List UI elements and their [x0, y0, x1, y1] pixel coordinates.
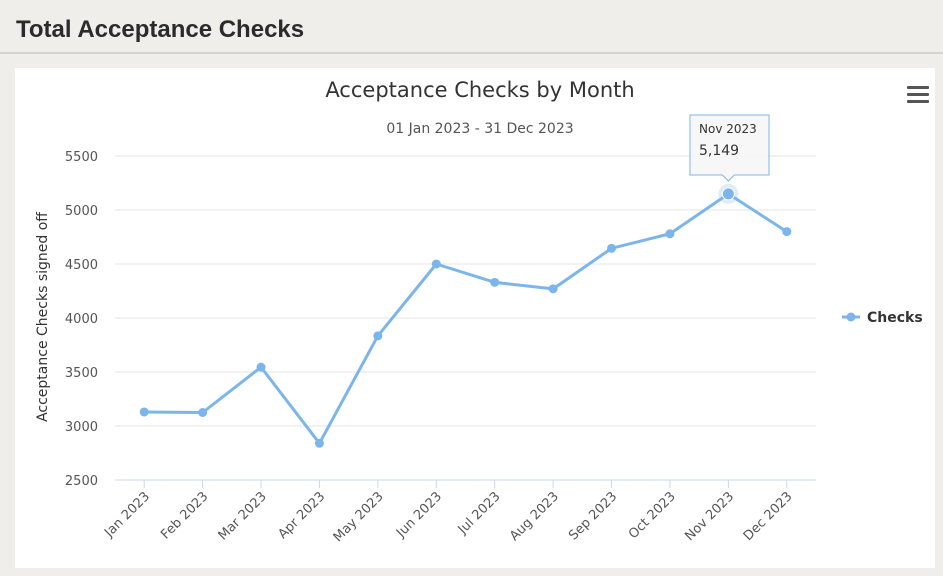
legend-marker	[846, 312, 856, 322]
chart-title: Acceptance Checks by Month	[325, 78, 634, 102]
legend[interactable]: Checks	[842, 310, 923, 326]
x-tick-label: Mar 2023	[216, 489, 270, 543]
data-point[interactable]	[373, 331, 383, 341]
x-tick-label: Dec 2023	[741, 489, 796, 544]
data-point[interactable]	[665, 229, 675, 239]
x-tick-label: Jan 2023	[101, 489, 153, 541]
y-tick-label: 3500	[65, 366, 98, 381]
grid-lines	[115, 155, 816, 481]
tooltip-label: Nov 2023	[699, 122, 757, 136]
data-point[interactable]	[721, 187, 735, 201]
data-point[interactable]	[607, 243, 617, 253]
x-tick-label: Aug 2023	[507, 489, 562, 544]
x-tick-label: Nov 2023	[682, 489, 737, 544]
tooltip: Nov 2023 5,149	[689, 114, 770, 182]
x-tick-label: Jun 2023	[393, 489, 445, 541]
tooltip-box	[689, 114, 770, 182]
y-tick-label: 2500	[65, 474, 98, 489]
page-header: Total Acceptance Checks	[0, 0, 943, 54]
y-tick-label: 5000	[65, 204, 98, 219]
legend-label[interactable]: Checks	[867, 310, 923, 326]
data-point[interactable]	[490, 277, 500, 287]
x-tick-label: May 2023	[331, 489, 387, 545]
page-title: Total Acceptance Checks	[16, 16, 305, 43]
series-line	[144, 192, 788, 445]
y-tick-label: 4500	[65, 258, 98, 273]
line-chart: Acceptance Checks by Month 01 Jan 2023 -…	[35, 78, 923, 545]
y-tick-label: 3000	[65, 420, 98, 435]
chart-subtitle: 01 Jan 2023 - 31 Dec 2023	[386, 121, 573, 137]
y-tick-label: 5500	[65, 150, 98, 165]
chart-panel: Acceptance Checks by Month 01 Jan 2023 -…	[15, 68, 935, 568]
data-point[interactable]	[782, 227, 792, 237]
x-tick-label: Sep 2023	[566, 489, 620, 543]
x-tick-label: Feb 2023	[158, 489, 211, 542]
x-tick-label: Oct 2023	[626, 489, 679, 542]
data-point[interactable]	[314, 438, 324, 448]
series-checks	[139, 183, 792, 448]
data-point[interactable]	[431, 259, 441, 269]
y-axis-label: Acceptance Checks signed off	[35, 212, 51, 422]
data-point[interactable]	[548, 284, 558, 294]
y-axis-ticks: 2500 3000 3500 4000 4500 5000 5500	[65, 150, 98, 489]
data-point[interactable]	[139, 407, 149, 417]
data-point[interactable]	[256, 362, 266, 372]
x-axis-ticks: Jan 2023 Feb 2023 Mar 2023 Apr 2023 May 2023…	[101, 480, 796, 545]
hamburger-menu-icon[interactable]	[907, 86, 929, 104]
data-point[interactable]	[198, 408, 208, 417]
tooltip-value: 5,149	[699, 143, 739, 159]
x-tick-label: Jul 2023	[455, 489, 504, 538]
y-tick-label: 4000	[65, 312, 98, 327]
x-tick-label: Apr 2023	[275, 489, 328, 542]
